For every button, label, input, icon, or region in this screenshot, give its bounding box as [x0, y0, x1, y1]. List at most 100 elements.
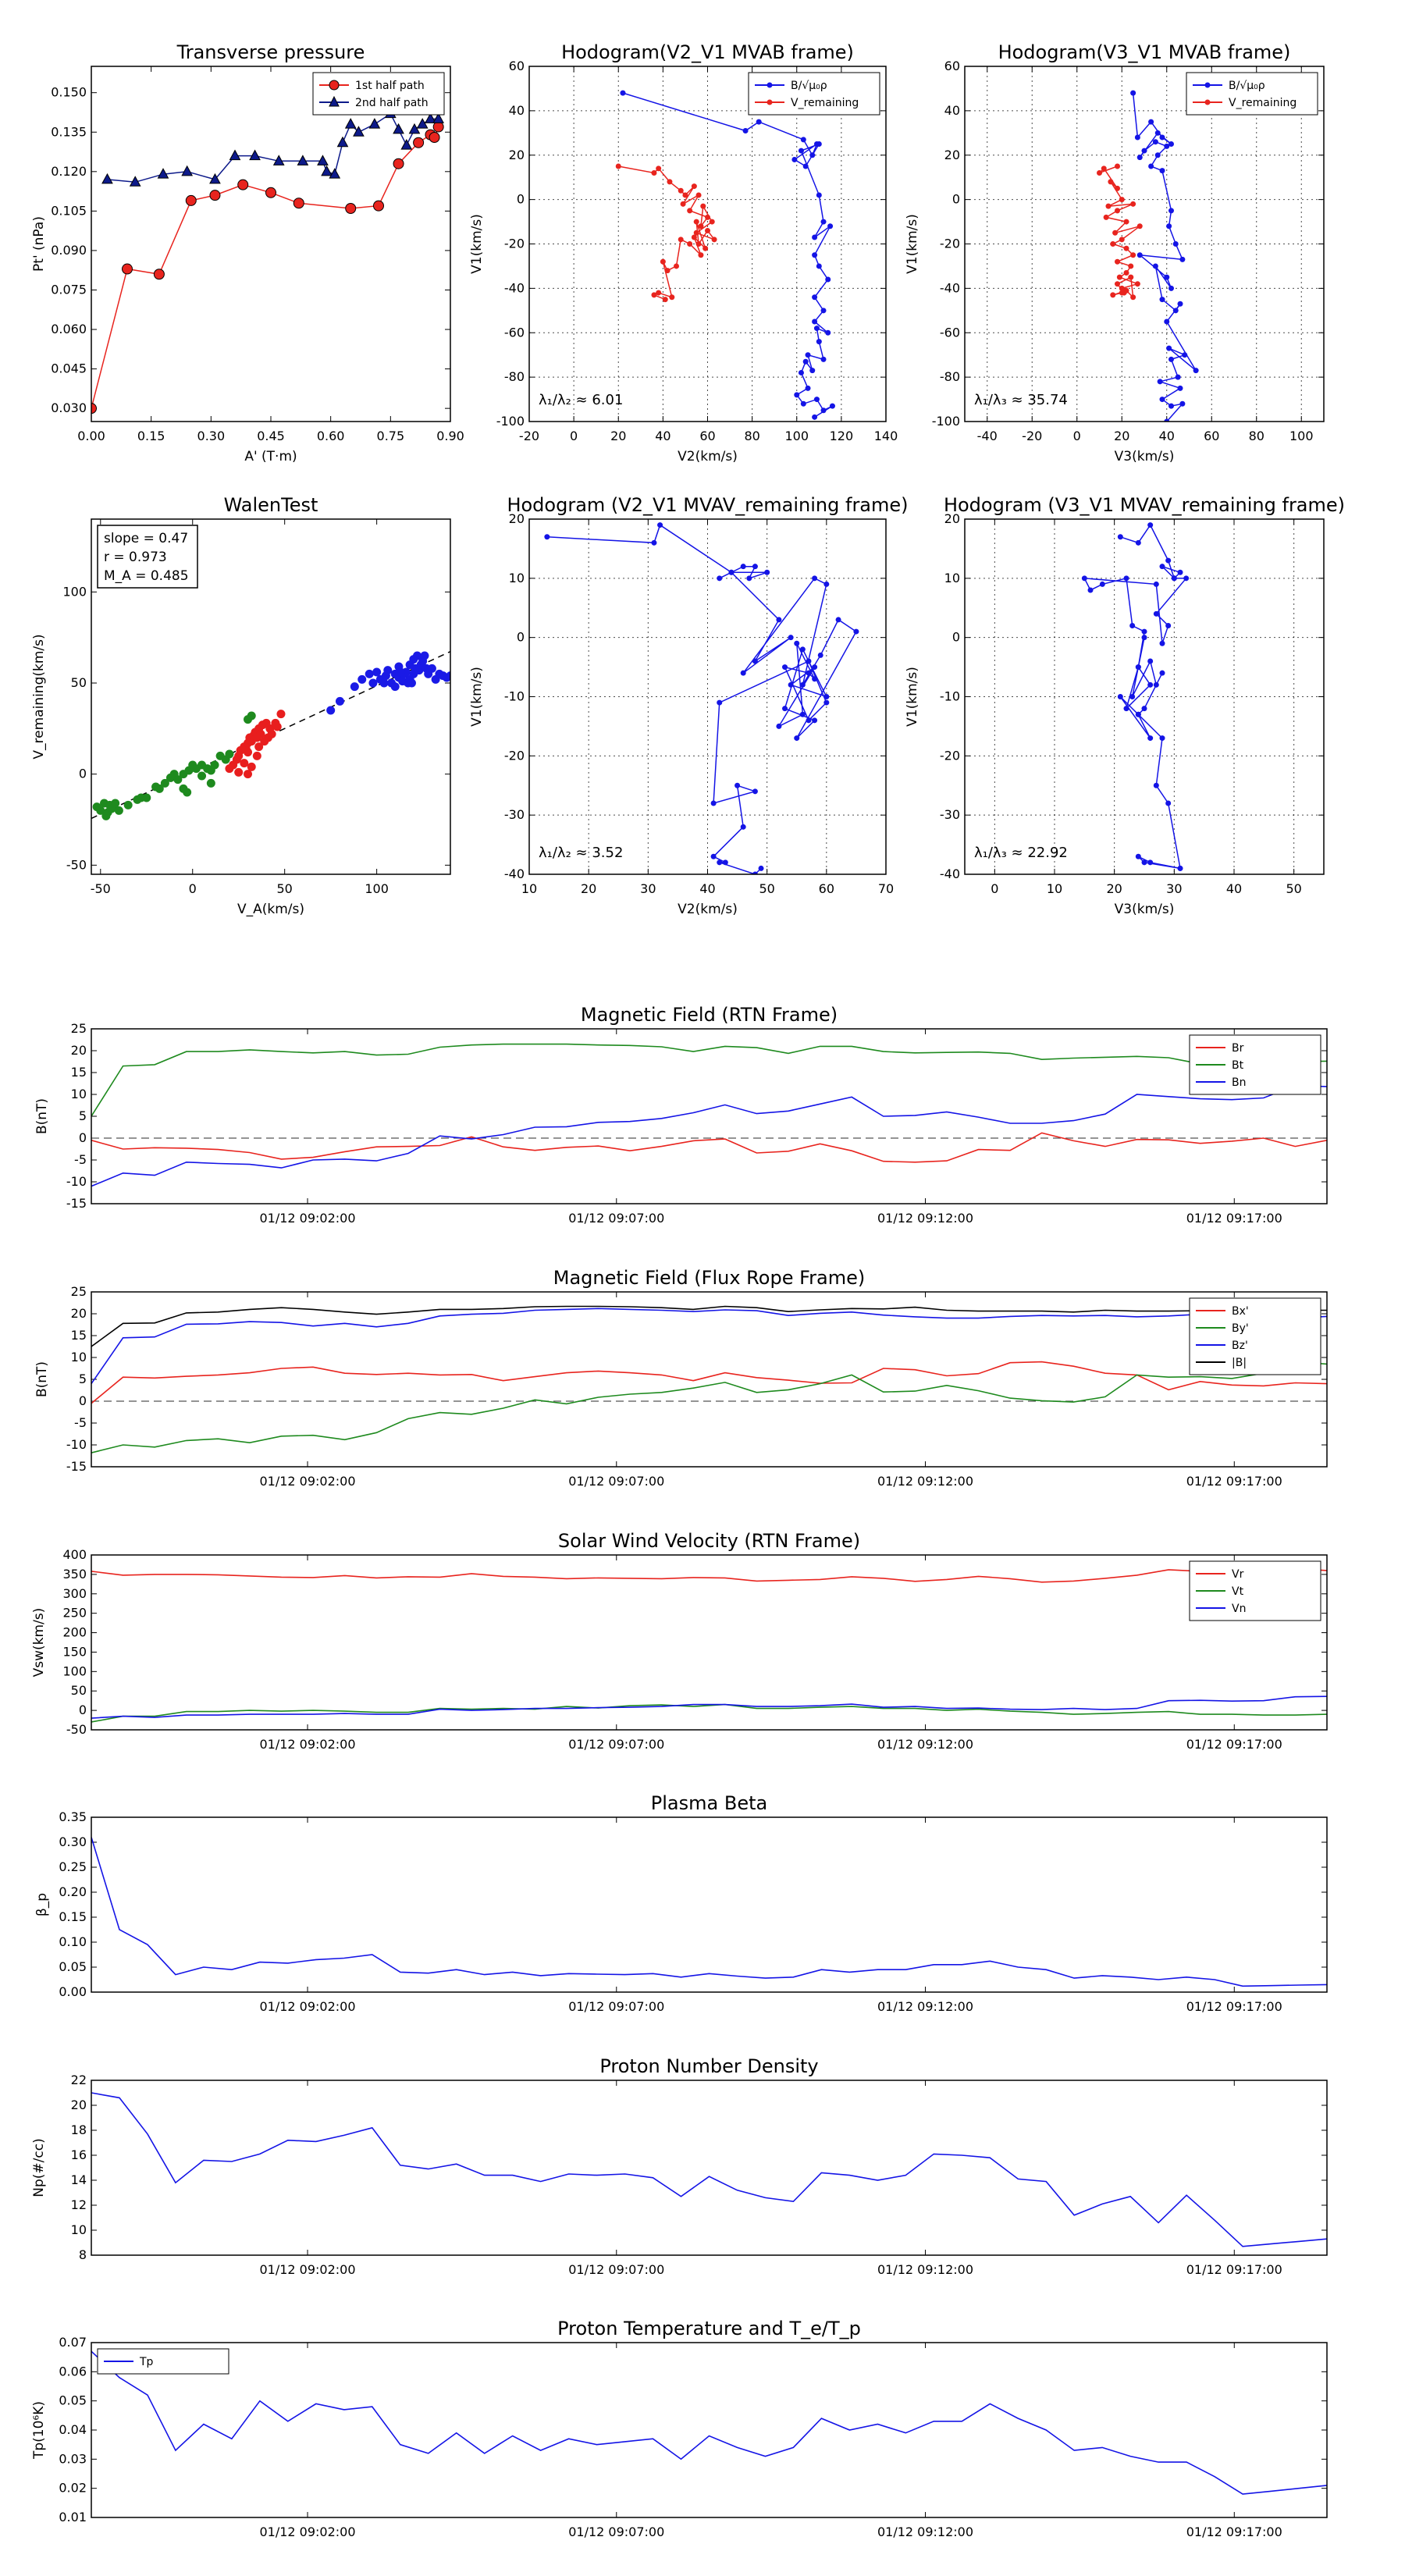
x-tick-label: 01/12 09:17:00 [1186, 1211, 1282, 1226]
legend-marker [329, 80, 340, 91]
plot-frame [528, 518, 887, 875]
stats-line: M_A = 0.485 [104, 568, 189, 584]
legend-label: V_remaining [791, 97, 859, 109]
data-point [1153, 681, 1159, 688]
data-point [1123, 575, 1129, 582]
data-point [1141, 148, 1147, 154]
data-point [1081, 575, 1087, 582]
x-tick-label: 0.00 [77, 429, 105, 443]
y-axis-label: V1(km/s) [469, 667, 485, 727]
data-point [368, 118, 381, 129]
data-point [674, 263, 680, 269]
y-tick-label: 0 [79, 1703, 87, 1717]
y-tick-label: 0 [517, 192, 525, 207]
data-point [1152, 263, 1158, 269]
data-layer [91, 1837, 1327, 1987]
x-tick-label: 20 [1114, 429, 1129, 443]
series-line-Vn [91, 1695, 1327, 1719]
x-tick-label: 0.45 [257, 429, 285, 443]
y-tick-label: -50 [66, 1722, 87, 1737]
chart-hv2: -20 0 20 40 60 80 100 120 140 -100 -80 -60 -40 -20 0 20… [469, 41, 898, 464]
data-point [1147, 859, 1154, 866]
data-point [1117, 534, 1123, 540]
x-tick-label: -50 [91, 881, 111, 896]
x-tick-label: 50 [759, 881, 774, 896]
data-layer [615, 90, 835, 420]
scatter-point [183, 788, 192, 797]
y-tick-label: -40 [504, 866, 525, 881]
data-point [800, 137, 806, 143]
y-tick-label: 50 [71, 1683, 87, 1698]
y-tick-label: 0.10 [59, 1934, 87, 1949]
y-axis-label: Np(#/cc) [31, 2138, 47, 2197]
data-point [1153, 610, 1159, 617]
data-point [1119, 237, 1125, 243]
data-point [809, 368, 816, 374]
x-tick-label: 01/12 09:07:00 [568, 1211, 664, 1226]
chart-mag_fr: 01/12 09:02:00 01/12 09:07:00 01/12 09:12:… [34, 1267, 1328, 1489]
legend: Vr Vt Vn [1189, 1560, 1321, 1621]
legend: 1st half path 2nd half path [312, 72, 445, 116]
data-point [820, 219, 827, 225]
x-tick-label: 01/12 09:02:00 [259, 1474, 355, 1489]
x-axis-label: V3(km/s) [1115, 449, 1175, 464]
data-point [816, 339, 822, 345]
y-tick-label: 8 [79, 2247, 87, 2262]
scatter-point [379, 678, 389, 688]
plot-frame [91, 518, 451, 875]
data-point [799, 646, 806, 653]
data-point [393, 158, 404, 169]
data-point [740, 670, 746, 676]
y-axis-label: V1(km/s) [905, 214, 920, 274]
legend-label: Bx' [1232, 1305, 1249, 1318]
data-point [1128, 274, 1134, 280]
scatter-point [350, 682, 359, 692]
data-point [812, 676, 818, 682]
data-point [806, 717, 812, 724]
y-tick-label: 0 [79, 1130, 87, 1145]
data-point [656, 290, 662, 296]
stats-line: slope = 0.47 [104, 531, 188, 546]
data-point [1168, 356, 1174, 362]
y-axis-label: V_remaining(km/s) [31, 634, 47, 759]
y-tick-label: -80 [504, 369, 525, 384]
chart-mag_rtn: 01/12 09:02:00 01/12 09:07:00 01/12 09:12:… [34, 1004, 1328, 1226]
y-tick-label: 20 [71, 1306, 87, 1321]
data-layer [91, 1567, 1327, 1723]
y-tick-label: 20 [944, 148, 960, 162]
data-point [1112, 229, 1119, 236]
data-point [820, 407, 827, 414]
x-tick-label: 01/12 09:02:00 [259, 1999, 355, 2014]
data-point [791, 156, 798, 162]
legend-box [748, 72, 880, 116]
scatter-point [111, 799, 120, 808]
x-tick-label: 60 [1204, 429, 1219, 443]
data-point [700, 203, 706, 209]
scatter-point [114, 806, 123, 815]
data-point [1159, 640, 1165, 646]
legend: Br Bt Bn [1189, 1034, 1321, 1095]
y-tick-label: 10 [71, 1087, 87, 1101]
data-point [1130, 252, 1136, 258]
scatter-point [365, 669, 374, 678]
x-tick-label: 0.75 [377, 429, 405, 443]
scatter-point [357, 674, 367, 684]
x-tick-label: 40 [699, 881, 715, 896]
chart-beta: 01/12 09:02:00 01/12 09:07:00 01/12 09:12:… [34, 1792, 1328, 2014]
data-point [820, 356, 827, 362]
series-line-Br [91, 1132, 1327, 1163]
x-tick-label: 01/12 09:07:00 [568, 1999, 664, 2014]
y-tick-label: -30 [504, 807, 525, 822]
y-tick-label: 0.00 [59, 1984, 87, 1999]
y-tick-label: 20 [71, 1043, 87, 1058]
data-point [1177, 569, 1183, 575]
x-tick-label: 01/12 09:07:00 [568, 1737, 664, 1752]
data-point [829, 403, 835, 409]
data-point [1177, 301, 1183, 307]
x-axis-label: V2(km/s) [678, 902, 738, 917]
x-tick-label: 50 [1286, 881, 1301, 896]
legend-label: Vr [1232, 1568, 1244, 1581]
data-point [710, 853, 717, 859]
plot-area [91, 1817, 1327, 1992]
data-point [812, 414, 818, 420]
